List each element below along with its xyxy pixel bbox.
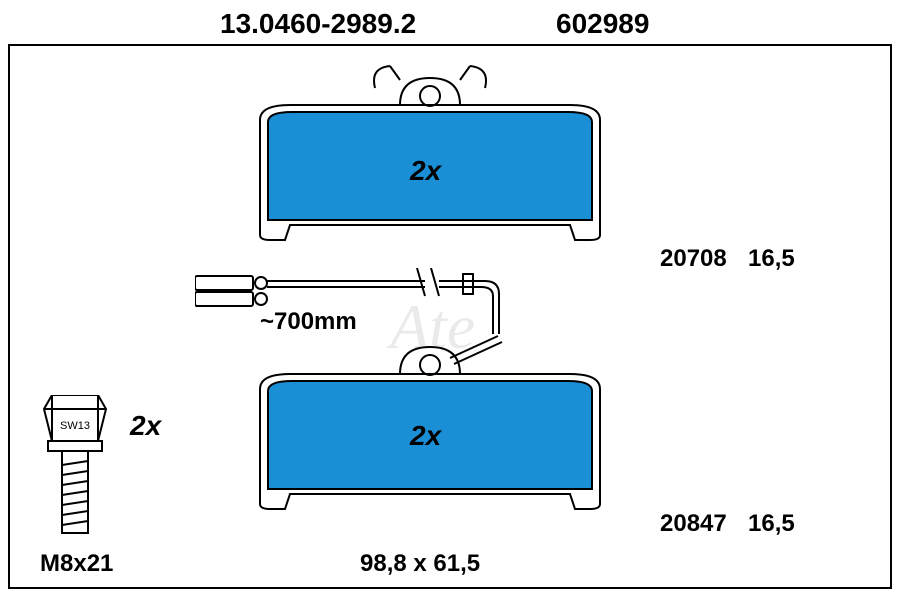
- pad-bottom-qty: 2x: [410, 420, 441, 452]
- pad-bottom-thickness: 16,5: [748, 510, 795, 538]
- bolt-qty: 2x: [130, 410, 161, 442]
- header-code: 602989: [556, 8, 649, 40]
- bolt-sw-text: SW13: [60, 420, 90, 432]
- pad-top-qty: 2x: [410, 155, 441, 187]
- bolt-drawing: SW13: [40, 395, 120, 545]
- dimensions: 98,8 x 61,5: [360, 550, 480, 578]
- part-number: 13.0460-2989.2: [220, 8, 416, 40]
- bolt-spec: M8x21: [40, 550, 113, 578]
- pad-top-thickness: 16,5: [748, 245, 795, 273]
- pad-bottom-ref: 20847: [660, 510, 727, 538]
- pad-top-ref: 20708: [660, 245, 727, 273]
